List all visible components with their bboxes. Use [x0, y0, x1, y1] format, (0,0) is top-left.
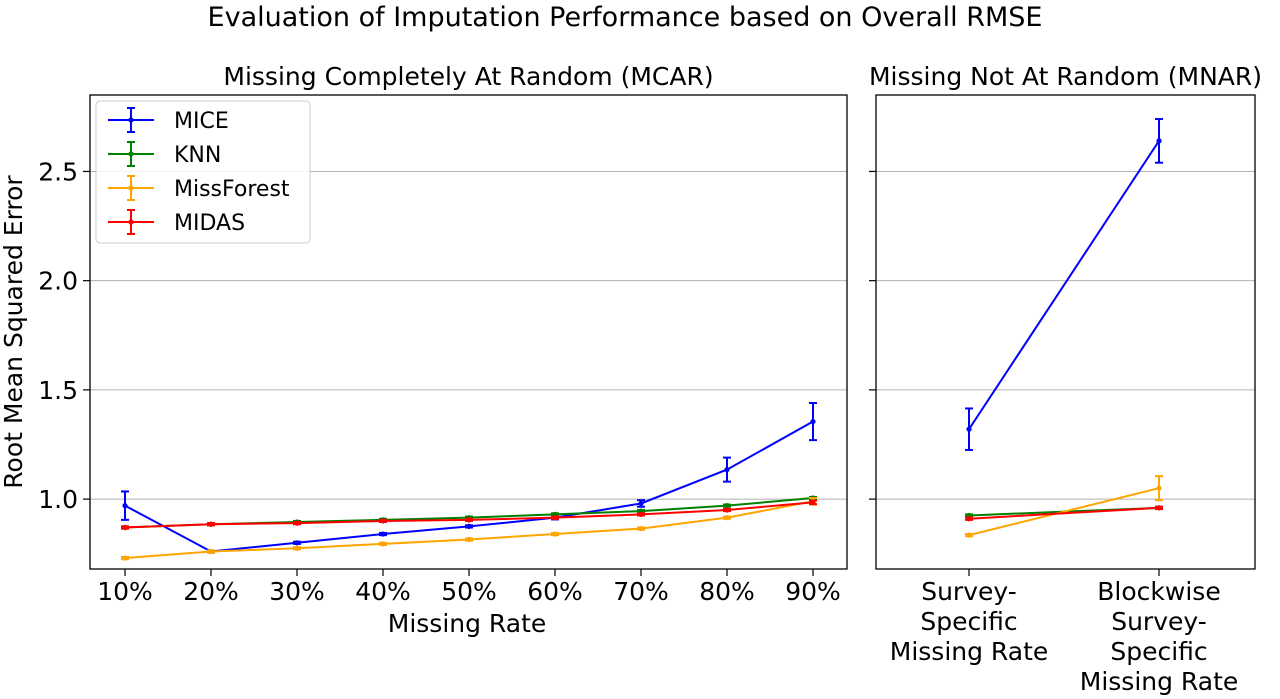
- data-point-missforest: [122, 555, 128, 561]
- legend-marker: [128, 219, 134, 225]
- mnar-panel: Missing Not At Random (MNAR)Survey-Speci…: [869, 62, 1262, 696]
- x-axis-label: Missing Rate: [388, 609, 547, 638]
- x-tick-label: 10%: [97, 577, 153, 606]
- x-tick-label-line: 90%: [785, 577, 841, 606]
- y-tick-label: 2.0: [38, 267, 78, 296]
- series-line-missforest: [968, 487, 1160, 537]
- x-tick-label-line: Blockwise: [1097, 577, 1220, 606]
- data-point-mice: [294, 540, 300, 546]
- legend-frame: [95, 100, 311, 244]
- panel-title: Missing Not At Random (MNAR): [869, 62, 1262, 91]
- x-tick-label-line: 70%: [613, 577, 669, 606]
- data-point-midas: [724, 507, 730, 513]
- x-tick-label: Survey-Specific Missing Rate: [890, 577, 1049, 666]
- data-point-midas: [122, 524, 128, 531]
- data-point-midas: [638, 511, 644, 517]
- x-tick-label: 90%: [785, 577, 841, 606]
- x-tick-label-line: Missing Rate: [1080, 667, 1239, 696]
- x-tick-label: 40%: [355, 577, 411, 606]
- x-tick-label-line: 40%: [355, 577, 411, 606]
- y-tick-label: 2.5: [38, 157, 78, 186]
- data-point-midas: [810, 499, 816, 505]
- data-point-mice: [810, 418, 816, 425]
- data-point-mice: [1156, 138, 1162, 144]
- data-point-midas: [380, 518, 386, 524]
- legend: MICE KNN MissForest MIDAS: [95, 100, 311, 244]
- x-tick-label-line: 50%: [441, 577, 497, 606]
- series-line-mice: [968, 140, 1160, 430]
- data-point-missforest: [208, 548, 214, 555]
- data-point-missforest: [638, 525, 644, 532]
- figure-title: Evaluation of Imputation Performance bas…: [208, 2, 1043, 33]
- series-line-mice: [124, 420, 814, 553]
- axes-frame: [875, 94, 1256, 570]
- data-point-mice: [724, 467, 730, 473]
- x-tick-label-line: 60%: [527, 577, 583, 606]
- data-point-midas: [466, 517, 472, 523]
- mcar-panel: 1.0 1.5 2.0 2.5 Missing Completely At Random…: [38, 62, 848, 638]
- x-tick-label-line: Specific: [1110, 637, 1207, 666]
- legend-label: MIDAS: [174, 211, 245, 236]
- x-tick-label-line: Missing Rate: [890, 637, 1049, 666]
- legend-label: MICE: [174, 109, 229, 134]
- x-tick-label: 70%: [613, 577, 669, 606]
- x-tick-label-line: Survey-: [921, 577, 1017, 606]
- panel-title: Missing Completely At Random (MCAR): [223, 62, 713, 91]
- x-tick-label-line: Survey-: [1111, 607, 1207, 636]
- x-tick-label-line: 80%: [699, 577, 755, 606]
- data-point-missforest: [724, 515, 730, 521]
- data-point-mice: [966, 426, 972, 432]
- x-tick-label: 50%: [441, 577, 497, 606]
- x-tick-label-line: 30%: [269, 577, 325, 606]
- data-point-midas: [966, 516, 972, 522]
- legend-marker: [128, 185, 134, 191]
- data-point-missforest: [466, 536, 472, 543]
- data-point-midas: [1156, 505, 1162, 511]
- x-tick-label-line: 20%: [183, 577, 239, 606]
- y-axis-label: Root Mean Squared Error: [0, 175, 28, 489]
- legend-marker: [128, 151, 134, 157]
- data-point-midas: [294, 520, 300, 526]
- x-tick-label-line: Specific: [920, 607, 1017, 636]
- x-tick-label: 20%: [183, 577, 239, 606]
- x-tick-label: 80%: [699, 577, 755, 606]
- x-tick-label: 60%: [527, 577, 583, 606]
- data-point-mice: [122, 503, 128, 509]
- y-tick-label: 1.0: [38, 485, 78, 514]
- data-point-mice: [466, 523, 472, 530]
- legend-marker: [128, 117, 134, 123]
- data-point-missforest: [294, 545, 300, 551]
- series-line-midas: [968, 506, 1160, 520]
- data-point-midas: [208, 521, 214, 527]
- x-tick-label: 30%: [269, 577, 325, 606]
- legend-label: MissForest: [174, 177, 290, 202]
- x-tick-label: Blockwise Survey-Specific Missing Rate: [1080, 577, 1239, 696]
- data-point-mice: [638, 500, 644, 507]
- data-point-midas: [552, 515, 558, 521]
- data-point-missforest: [552, 531, 558, 537]
- data-point-missforest: [1156, 485, 1162, 491]
- data-point-knn: [724, 503, 730, 509]
- data-point-mice: [380, 531, 386, 537]
- legend-label: KNN: [174, 143, 221, 168]
- x-tick-label-line: 10%: [97, 577, 153, 606]
- data-point-missforest: [966, 532, 972, 538]
- y-tick-label: 1.5: [38, 376, 78, 405]
- data-point-missforest: [380, 541, 386, 547]
